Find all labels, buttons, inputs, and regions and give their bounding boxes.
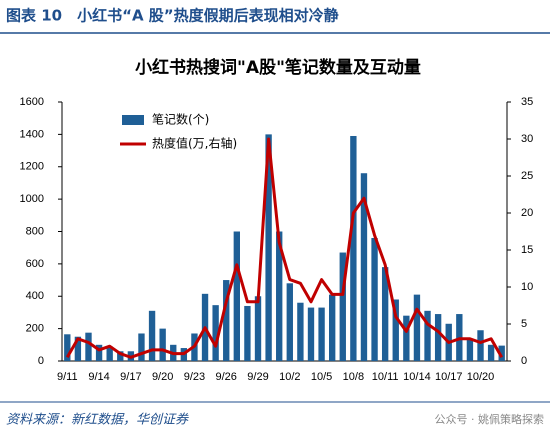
bar [424,310,431,361]
bar [318,307,325,361]
y-tick-label: 400 [26,290,44,302]
legend-label: 热度值(万,右轴) [152,136,237,151]
bar [265,134,272,361]
x-tick-label: 10/20 [467,371,495,383]
bar [276,231,283,361]
bar [74,336,82,361]
source: 资料来源：新红数据，华创证券 [6,413,189,428]
y2-tick-label: 10 [521,281,533,293]
bar [254,296,262,361]
bar [212,305,219,361]
bar [148,310,156,361]
y2-tick-label: 15 [521,244,533,256]
bar [403,315,410,361]
y-tick-label: 0 [38,355,44,367]
x-tick-label: 10/17 [435,371,463,383]
watermark: 公众号 · 姚佩策略探索 [435,412,545,426]
y2-tick-label: 25 [521,170,533,182]
bar [360,173,368,361]
x-tick-label: 10/2 [279,371,300,383]
bar [477,330,484,361]
y2-tick-label: 35 [521,96,533,108]
bar [138,333,145,361]
bar [85,332,92,361]
x-tick-label: 9/17 [120,371,141,383]
x-tick-label: 9/29 [247,371,268,383]
x-tick-label: 10/14 [403,371,431,383]
x-tick-label: 10/11 [372,371,399,383]
line [65,137,504,359]
bar [498,345,505,361]
y2-tick-label: 0 [521,355,527,367]
bar [233,231,240,361]
x-tick-label: 9/26 [216,371,237,383]
x-tick-label: 10/5 [311,371,332,383]
bar [466,339,474,361]
bar [307,307,315,361]
bar [339,252,346,361]
x-tick-label: 9/11 [57,371,78,383]
bar [106,346,113,361]
legend-label: 笔记数(个) [152,112,209,127]
bar [117,351,124,361]
bar [329,294,336,361]
x-tick-label: 10/8 [343,371,364,383]
bar [350,135,357,361]
bar [487,344,495,361]
bar [297,302,304,361]
y2-tick-label: 5 [521,318,527,330]
y-tick-label: 200 [26,323,44,335]
x-tick-label: 9/14 [88,371,109,383]
bar [413,294,421,361]
bar [244,305,251,361]
y-tick-label: 1600 [20,96,44,108]
y2-tick-label: 20 [521,207,533,219]
x-tick-label: 9/20 [152,371,173,383]
bar [392,299,399,361]
bar [371,237,378,361]
y-tick-label: 1400 [20,128,44,140]
bar [64,334,71,361]
bar [434,314,442,361]
bar [223,280,230,361]
legend-swatch [122,115,144,125]
bar [286,283,293,361]
y-tick-label: 1200 [20,161,44,173]
y-tick-label: 800 [26,225,44,237]
bar [159,328,166,361]
x-tick-label: 9/23 [184,371,205,383]
y2-tick-label: 30 [521,133,533,145]
bar [95,344,103,361]
y-tick-label: 600 [26,258,44,270]
bar [381,267,389,361]
header: 图表 10 小红书“A 股”热度假期后表现相对冷静 [6,7,339,25]
y-tick-label: 1000 [20,193,44,205]
chart-title: 小红书热搜词"A股"笔记数量及互动量 [135,57,421,78]
